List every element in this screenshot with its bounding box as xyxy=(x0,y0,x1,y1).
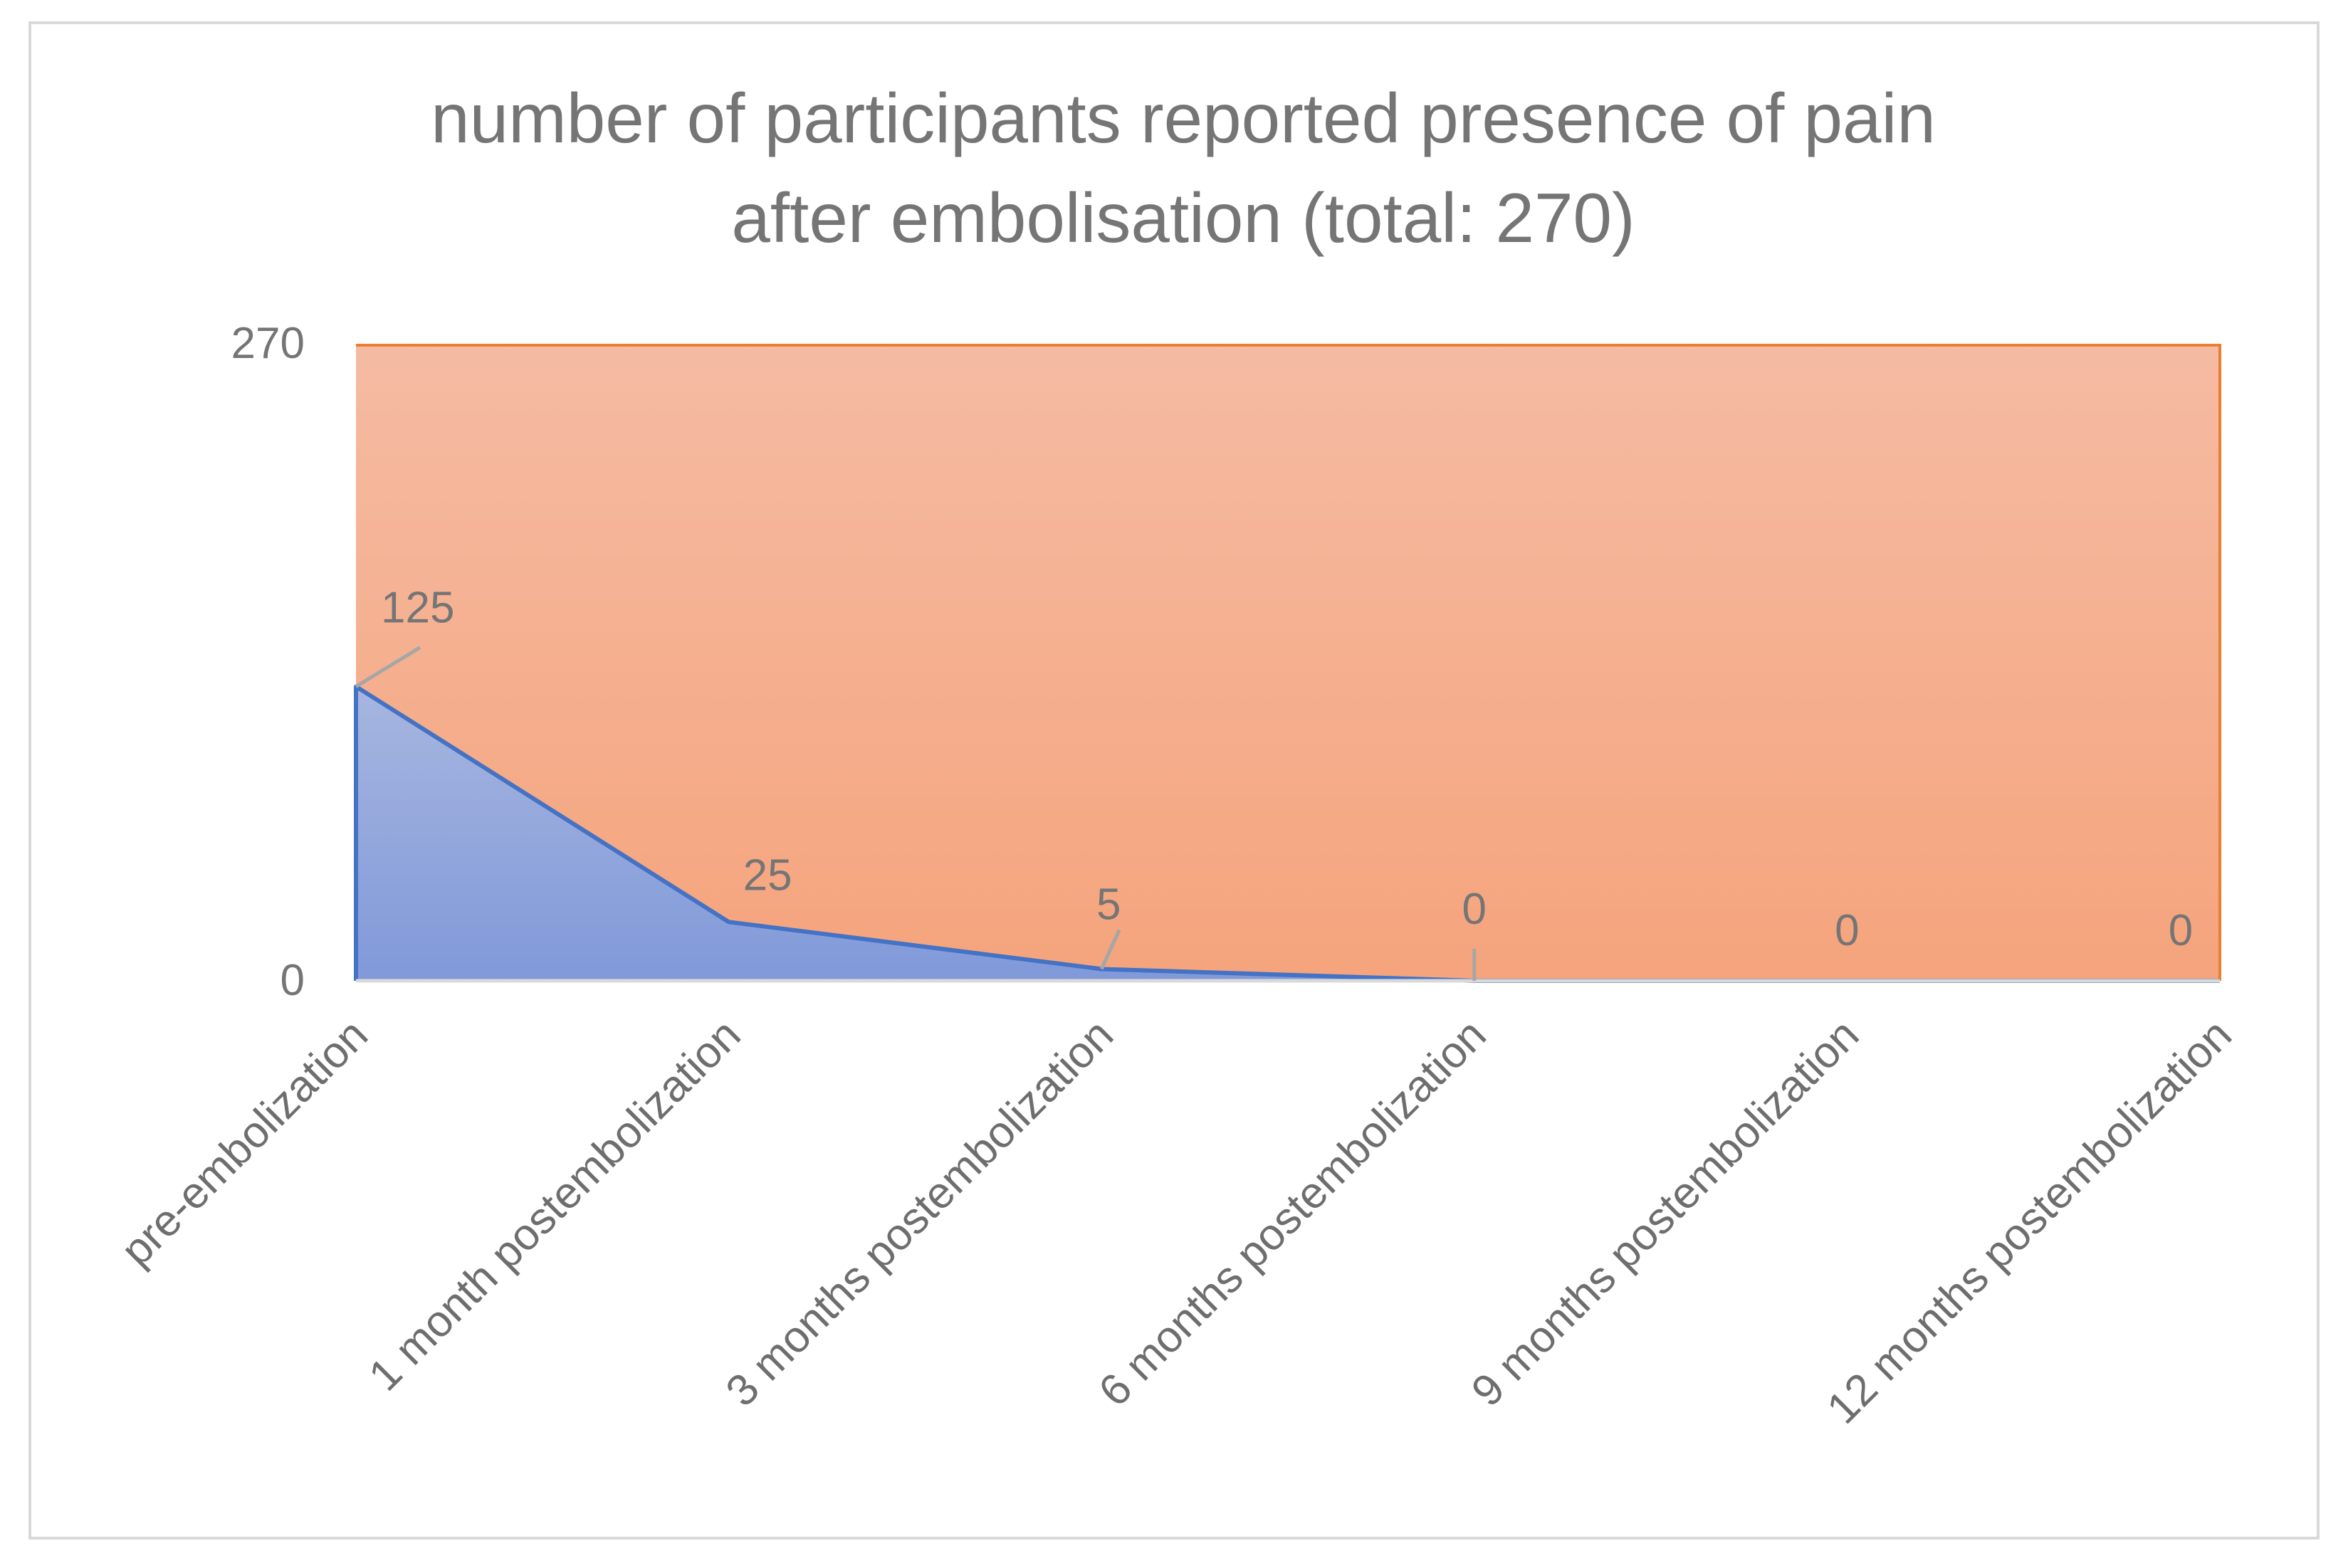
chart-title-line-2: after embolisation (total: 270) xyxy=(731,179,1635,257)
data-label-leader xyxy=(355,646,421,688)
x-tick-label: 9 months postembolization xyxy=(1462,1010,1868,1416)
x-tick-label: pre-embolization xyxy=(112,1010,377,1275)
data-label: 5 xyxy=(1096,880,1121,929)
x-tick-label: 6 months postembolization xyxy=(1089,1010,1495,1416)
x-tick-label: 1 month postembolization xyxy=(360,1010,750,1400)
data-label: 0 xyxy=(1835,906,1859,955)
y-tick-label-zero: 0 xyxy=(281,956,305,1005)
total-line xyxy=(356,344,2221,981)
data-labels: 125 25 5 0 0 0 xyxy=(355,584,2193,981)
total-area xyxy=(356,345,2220,981)
data-label: 25 xyxy=(743,851,792,900)
plot-area xyxy=(354,344,2221,983)
x-tick-label: 3 months postembolization xyxy=(717,1010,1123,1416)
chart-title-line-1: number of participants reported presence… xyxy=(431,79,1936,157)
data-label-leader xyxy=(1099,929,1121,970)
data-label: 0 xyxy=(1462,885,1487,934)
data-label: 125 xyxy=(381,584,454,633)
data-label: 0 xyxy=(2169,906,2193,955)
y-axis: 270 0 xyxy=(231,319,305,1005)
x-tick-label: 12 months postembolization xyxy=(1818,1010,2241,1433)
pain-area xyxy=(356,686,2220,981)
chart-title: number of participants reported presence… xyxy=(431,79,1936,257)
y-tick-label-max: 270 xyxy=(231,319,305,368)
